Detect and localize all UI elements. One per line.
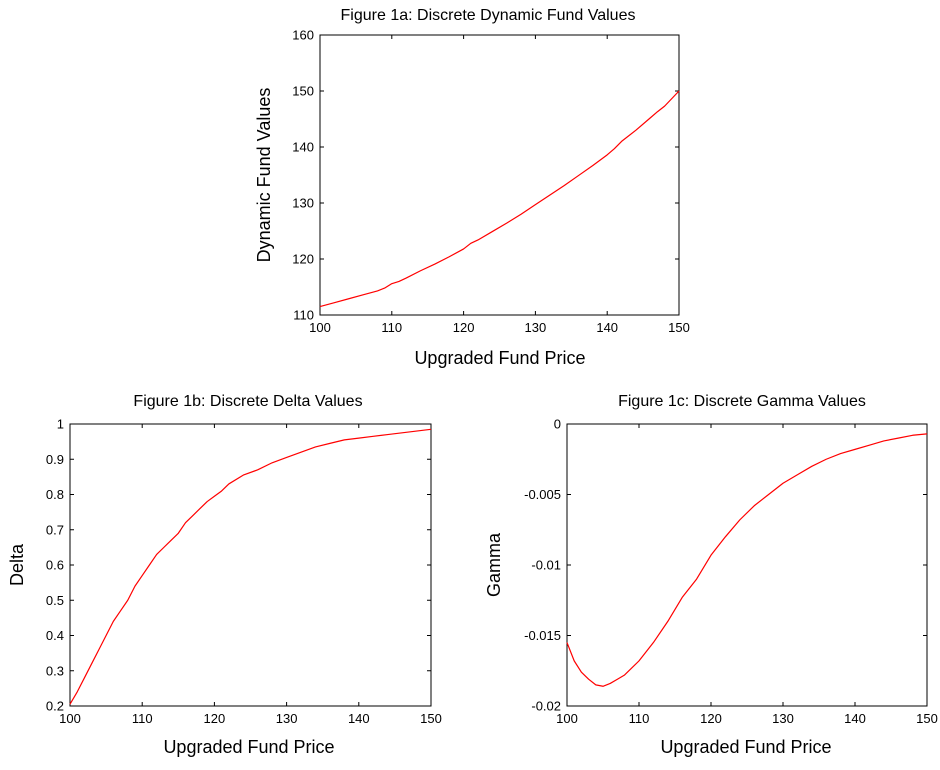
plot-area-frame <box>566 423 928 707</box>
y-tick-label: -0.01 <box>531 558 561 573</box>
axis-ticks: 100 110 120 130 140 150 0.2 0.3 0.4 0.5 0.6 0.7 0.8 0… <box>46 417 442 727</box>
x-tick-label: 130 <box>525 320 547 335</box>
x-tick-label: 120 <box>700 711 722 726</box>
chart-title: Figure 1c: Discrete Gamma Values <box>618 393 866 410</box>
y-axis-label: Gamma <box>484 532 504 597</box>
series-group <box>566 433 928 687</box>
x-axis-label: Upgraded Fund Price <box>163 737 334 757</box>
x-tick-label: 140 <box>596 320 618 335</box>
plot-area-frame <box>69 423 432 707</box>
y-tick-label: 0.3 <box>46 663 64 678</box>
series-group <box>319 90 680 308</box>
x-axis-label: Upgraded Fund Price <box>414 348 585 368</box>
series-line <box>69 428 432 705</box>
y-tick-label: 0.7 <box>46 522 64 537</box>
x-tick-label: 150 <box>916 711 938 726</box>
x-tick-label: 100 <box>556 711 578 726</box>
y-tick-label: 0.4 <box>46 628 64 643</box>
series-group <box>69 428 432 705</box>
chart-panel-dynamic-fund-values: Figure 1a: Discrete Dynamic Fund Values … <box>254 7 690 368</box>
x-tick-label: 150 <box>420 711 442 726</box>
x-tick-label: 100 <box>59 711 81 726</box>
series-line <box>319 90 680 308</box>
y-tick-label: 160 <box>292 28 314 43</box>
y-tick-label: -0.015 <box>524 628 561 643</box>
x-tick-label: 120 <box>204 711 226 726</box>
series-line <box>566 433 928 687</box>
y-tick-label: 120 <box>292 252 314 267</box>
y-axis-label: Delta <box>7 543 27 586</box>
axis-ticks: 100 110 120 130 140 150 -0.02 -0.015 -0.01 -0.005… <box>524 417 938 727</box>
chart-title: Figure 1b: Discrete Delta Values <box>133 393 362 410</box>
y-tick-label: 0.2 <box>46 699 64 714</box>
y-tick-label: 150 <box>292 84 314 99</box>
y-axis-label: Dynamic Fund Values <box>254 88 274 263</box>
x-tick-label: 110 <box>381 320 402 335</box>
x-tick-label: 100 <box>309 320 331 335</box>
y-tick-label: 0 <box>554 417 561 432</box>
y-tick-label: 130 <box>292 196 314 211</box>
chart-title: Figure 1a: Discrete Dynamic Fund Values <box>341 7 636 24</box>
plot-area-frame <box>319 34 680 316</box>
x-tick-label: 130 <box>276 711 298 726</box>
x-tick-label: 150 <box>668 320 690 335</box>
x-tick-label: 140 <box>844 711 866 726</box>
y-tick-label: 110 <box>293 308 314 323</box>
y-tick-label: 0.5 <box>46 593 64 608</box>
x-tick-label: 140 <box>348 711 370 726</box>
y-tick-label: 0.6 <box>46 558 64 573</box>
x-axis-label: Upgraded Fund Price <box>660 737 831 757</box>
y-tick-label: 1 <box>57 417 64 432</box>
y-tick-label: -0.02 <box>531 699 561 714</box>
y-tick-label: 0.8 <box>46 487 64 502</box>
x-tick-label: 110 <box>629 711 650 726</box>
x-tick-label: 120 <box>453 320 475 335</box>
y-tick-label: 140 <box>292 140 314 155</box>
y-tick-label: -0.005 <box>524 487 561 502</box>
chart-panel-delta-values: Figure 1b: Discrete Delta Values 100 110 1… <box>7 393 442 757</box>
x-tick-label: 110 <box>132 711 153 726</box>
chart-panel-gamma-values: Figure 1c: Discrete Gamma Values 100 110 1… <box>484 393 938 757</box>
y-tick-label: 0.9 <box>46 452 64 467</box>
x-tick-label: 130 <box>772 711 794 726</box>
